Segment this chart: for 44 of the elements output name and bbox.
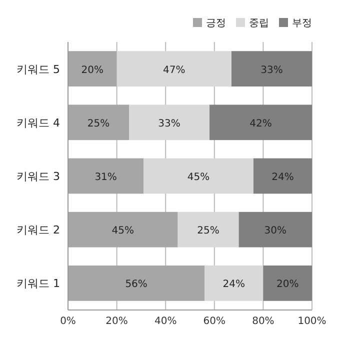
x-tick-label: 0% [60,316,76,327]
legend-label: 긍정 [206,18,226,29]
bar [204,266,264,301]
data-label: 20% [276,279,299,290]
bar [68,266,205,301]
bar [210,104,312,140]
y-tick-label: 키워드 2 [16,224,60,237]
bar [68,104,129,140]
bar [178,212,239,248]
bar [68,51,117,86]
data-label: 42% [250,118,272,130]
bar [238,212,312,248]
x-tick-label: 40% [154,316,177,327]
data-label: 25% [197,226,220,237]
x-tick-label: 20% [106,316,128,327]
data-label: 33% [260,64,283,76]
y-tick-label: 키워드 3 [16,170,60,183]
data-label: 47% [163,64,186,76]
y-tick-label: 키워드 1 [16,277,60,290]
x-tick-label: 80% [252,316,274,327]
data-label: 24% [222,279,246,290]
y-tick-label: 키워드 5 [16,62,60,76]
bar [263,266,312,301]
legend-label: 부정 [292,18,312,29]
data-label: 45% [112,226,134,237]
data-label: 31% [94,172,117,183]
data-label: 45% [187,172,210,183]
bar [68,212,178,248]
bar [116,51,232,86]
bar [144,158,254,194]
data-label: 30% [264,226,287,237]
data-label: 20% [81,64,104,76]
y-tick-label: 키워드 4 [16,116,60,130]
bar [68,158,144,194]
data-label: 33% [158,118,180,130]
bar [231,51,312,86]
x-tick-label: 100% [298,316,326,327]
bar [129,104,210,140]
data-label: 24% [272,172,294,183]
data-label: 25% [87,118,110,130]
bar [253,158,312,194]
legend-label: 중립 [249,18,269,29]
data-label: 56% [125,279,148,290]
x-tick-label: 60% [203,316,226,327]
